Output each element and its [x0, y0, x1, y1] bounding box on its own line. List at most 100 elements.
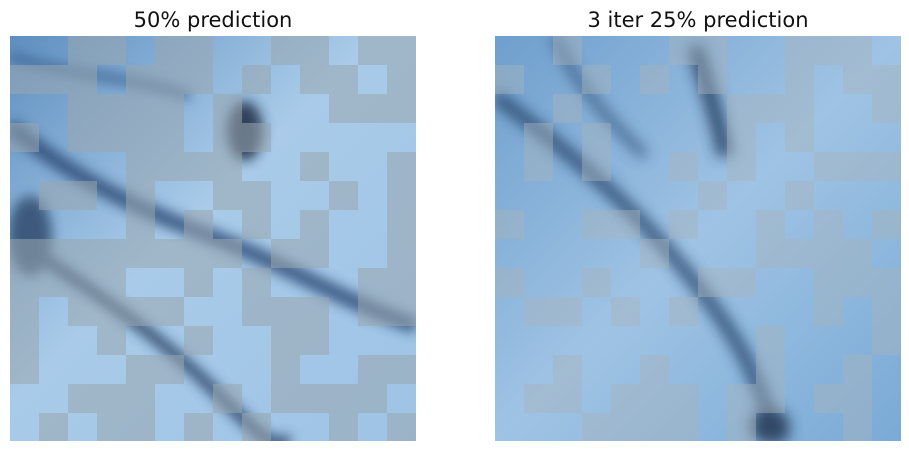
masked-patch — [10, 65, 39, 94]
masked-patch — [669, 413, 698, 441]
masked-patch — [698, 65, 727, 94]
masked-patch — [68, 36, 97, 65]
masked-patch — [727, 268, 756, 297]
masked-patch — [727, 94, 756, 123]
masked-patch — [582, 413, 611, 441]
masked-patch — [213, 181, 242, 210]
masked-patch — [872, 268, 901, 297]
masked-patch — [814, 297, 843, 326]
masked-patch — [727, 123, 756, 152]
prediction-image-50 — [10, 36, 416, 441]
masked-patch — [553, 297, 582, 326]
masked-patch — [785, 94, 814, 123]
masked-patch — [155, 239, 184, 268]
masked-patch — [155, 297, 184, 326]
masked-patch — [756, 355, 785, 384]
masked-patch — [640, 355, 669, 384]
masked-patch — [97, 413, 126, 441]
masked-patch — [358, 355, 387, 384]
masked-patch — [785, 65, 814, 94]
masked-patch — [553, 355, 582, 384]
masked-patch — [669, 36, 698, 65]
masked-patch — [640, 65, 669, 94]
masked-patch — [387, 355, 416, 384]
masked-patch — [155, 355, 184, 384]
masked-patch — [300, 210, 329, 239]
masked-patch — [271, 355, 300, 384]
masked-patch — [495, 268, 524, 297]
masked-patch — [872, 297, 901, 326]
masked-patch — [68, 384, 97, 413]
masked-patch — [553, 94, 582, 123]
masked-patch — [358, 36, 387, 65]
panel-3-iter-25-prediction: 3 iter 25% prediction — [495, 0, 901, 450]
masked-patch — [358, 94, 387, 123]
masked-patch — [756, 326, 785, 355]
masked-patch — [872, 152, 901, 181]
masked-patch — [843, 413, 872, 441]
masked-patch — [387, 65, 416, 94]
masked-patch — [872, 210, 901, 239]
masked-patch — [213, 384, 242, 413]
masked-patch — [213, 152, 242, 181]
masked-patch — [843, 152, 872, 181]
masked-patch — [126, 210, 155, 239]
masked-patch — [126, 297, 155, 326]
masked-patch — [553, 384, 582, 413]
masked-patch — [756, 210, 785, 239]
masked-patch — [872, 94, 901, 123]
masked-patch — [698, 181, 727, 210]
masked-patch — [524, 297, 553, 326]
masked-patch — [640, 239, 669, 268]
masked-patch — [97, 297, 126, 326]
panel-50-prediction: 50% prediction — [10, 0, 416, 450]
masked-patch — [39, 268, 68, 297]
masked-patch — [358, 297, 387, 326]
masked-patch — [97, 94, 126, 123]
masked-patch — [329, 181, 358, 210]
masked-patch — [68, 123, 97, 152]
patch-grid — [495, 36, 901, 441]
masked-patch — [155, 94, 184, 123]
masked-patch — [39, 65, 68, 94]
masked-patch — [242, 413, 271, 441]
masked-patch — [698, 36, 727, 65]
masked-patch — [843, 65, 872, 94]
masked-patch — [814, 268, 843, 297]
masked-patch — [814, 152, 843, 181]
panel-title: 3 iter 25% prediction — [587, 8, 809, 32]
masked-patch — [843, 36, 872, 65]
masked-patch — [271, 297, 300, 326]
masked-patch — [872, 326, 901, 355]
masked-patch — [184, 210, 213, 239]
masked-patch — [10, 268, 39, 297]
masked-patch — [582, 123, 611, 152]
masked-patch — [242, 181, 271, 210]
masked-patch — [242, 123, 271, 152]
masked-patch — [155, 123, 184, 152]
masked-patch — [387, 268, 416, 297]
masked-patch — [843, 268, 872, 297]
masked-patch — [387, 181, 416, 210]
masked-patch — [97, 268, 126, 297]
masked-patch — [785, 181, 814, 210]
masked-patch — [611, 297, 640, 326]
masked-patch — [611, 384, 640, 413]
masked-patch — [242, 65, 271, 94]
masked-patch — [872, 65, 901, 94]
masked-patch — [300, 65, 329, 94]
masked-patch — [553, 36, 582, 65]
masked-patch — [242, 268, 271, 297]
masked-patch — [582, 65, 611, 94]
masked-patch — [97, 384, 126, 413]
masked-patch — [126, 181, 155, 210]
masked-patch — [756, 239, 785, 268]
masked-patch — [97, 326, 126, 355]
masked-patch — [814, 36, 843, 65]
masked-patch — [640, 384, 669, 413]
masked-patch — [329, 413, 358, 441]
masked-patch — [358, 384, 387, 413]
masked-patch — [669, 152, 698, 181]
masked-patch — [843, 384, 872, 413]
masked-patch — [582, 268, 611, 297]
